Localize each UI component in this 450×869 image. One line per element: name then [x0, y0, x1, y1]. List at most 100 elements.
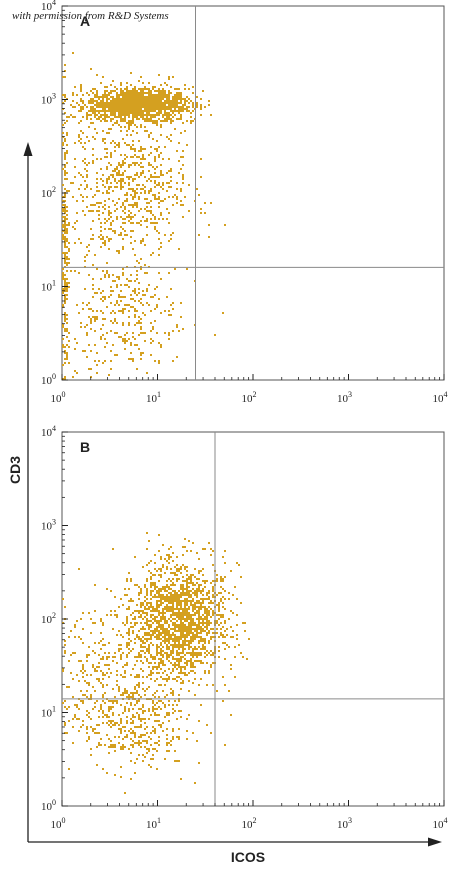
scatter-point — [160, 638, 162, 640]
scatter-point — [170, 610, 172, 612]
scatter-point — [196, 106, 198, 108]
scatter-point — [170, 650, 172, 652]
scatter-point — [104, 274, 106, 276]
scatter-point — [178, 88, 180, 90]
scatter-point — [184, 642, 186, 644]
scatter-point — [152, 138, 154, 140]
scatter-point — [218, 608, 220, 610]
scatter-point — [114, 114, 116, 116]
scatter-point — [178, 644, 180, 646]
scatter-point — [100, 336, 102, 338]
scatter-point — [82, 176, 84, 178]
scatter-point — [130, 124, 132, 126]
scatter-point — [208, 104, 210, 106]
scatter-point — [118, 250, 120, 252]
scatter-point — [150, 104, 152, 106]
scatter-point — [104, 218, 106, 220]
scatter-point — [128, 100, 130, 102]
scatter-point — [136, 294, 138, 296]
scatter-point — [92, 154, 94, 156]
scatter-point — [148, 608, 150, 610]
scatter-point — [104, 702, 106, 704]
scatter-point — [110, 90, 112, 92]
scatter-point — [120, 130, 122, 132]
scatter-point — [218, 602, 220, 604]
scatter-point — [96, 102, 98, 104]
scatter-point — [210, 616, 212, 618]
scatter-point — [62, 184, 64, 186]
scatter-point — [118, 102, 120, 104]
scatter-point — [110, 114, 112, 116]
scatter-point — [154, 636, 156, 638]
scatter-point — [150, 200, 152, 202]
scatter-point — [122, 726, 124, 728]
scatter-point — [180, 716, 182, 718]
scatter-point — [150, 766, 152, 768]
y-tick-label: 104 — [41, 0, 56, 13]
scatter-point — [168, 98, 170, 100]
scatter-point — [180, 156, 182, 158]
scatter-point — [156, 644, 158, 646]
scatter-point — [64, 156, 66, 158]
scatter-point — [180, 594, 182, 596]
scatter-point — [64, 166, 66, 168]
scatter-point — [156, 102, 158, 104]
scatter-point — [68, 768, 70, 770]
scatter-point — [154, 172, 156, 174]
scatter-point — [96, 210, 98, 212]
scatter-point — [102, 110, 104, 112]
scatter-point — [218, 618, 220, 620]
scatter-point — [106, 120, 108, 122]
scatter-point — [188, 642, 190, 644]
scatter-point — [114, 110, 116, 112]
scatter-point — [176, 92, 178, 94]
scatter-point — [168, 310, 170, 312]
scatter-point — [152, 166, 154, 168]
scatter-point — [168, 90, 170, 92]
scatter-point — [168, 222, 170, 224]
scatter-point — [156, 104, 158, 106]
scatter-point — [154, 596, 156, 598]
scatter-point — [122, 92, 124, 94]
scatter-point — [184, 636, 186, 638]
scatter-point — [216, 604, 218, 606]
scatter-point — [124, 110, 126, 112]
scatter-point — [106, 772, 108, 774]
scatter-point — [146, 688, 148, 690]
scatter-point — [128, 606, 130, 608]
scatter-point — [166, 608, 168, 610]
scatter-point — [194, 630, 196, 632]
scatter-point — [132, 600, 134, 602]
scatter-point — [104, 104, 106, 106]
scatter-point — [114, 318, 116, 320]
scatter-point — [154, 186, 156, 188]
scatter-point — [158, 592, 160, 594]
scatter-point — [168, 102, 170, 104]
scatter-point — [186, 616, 188, 618]
scatter-point — [118, 114, 120, 116]
scatter-point — [156, 94, 158, 96]
scatter-point — [208, 224, 210, 226]
scatter-point — [180, 710, 182, 712]
scatter-point — [64, 256, 66, 258]
scatter-point — [134, 618, 136, 620]
scatter-point — [204, 586, 206, 588]
scatter-point — [180, 634, 182, 636]
scatter-point — [132, 196, 134, 198]
scatter-point — [154, 554, 156, 556]
scatter-point — [184, 102, 186, 104]
scatter-point — [88, 114, 90, 116]
scatter-point — [122, 312, 124, 314]
scatter-point — [138, 94, 140, 96]
scatter-point — [150, 310, 152, 312]
scatter-point — [136, 92, 138, 94]
scatter-point — [132, 144, 134, 146]
scatter-point — [94, 204, 96, 206]
scatter-point — [174, 612, 176, 614]
scatter-point — [208, 236, 210, 238]
scatter-point — [176, 658, 178, 660]
scatter-point — [92, 92, 94, 94]
scatter-point — [146, 202, 148, 204]
scatter-point — [166, 116, 168, 118]
scatter-point — [140, 614, 142, 616]
